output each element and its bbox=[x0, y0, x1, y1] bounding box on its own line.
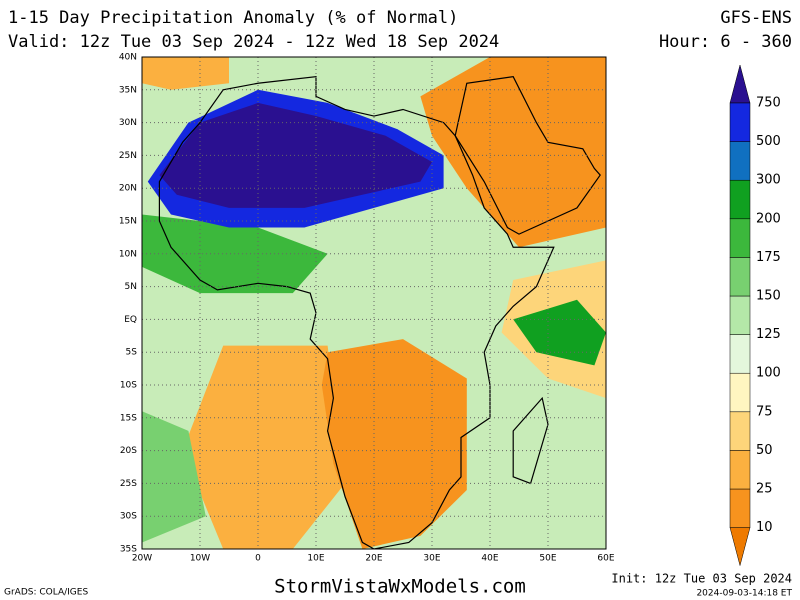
colorbar-label: 125 bbox=[756, 327, 781, 342]
colorbar-box bbox=[729, 257, 751, 297]
lon-label: 10W bbox=[190, 554, 210, 564]
colorbar-box bbox=[729, 450, 751, 490]
colorbar-label: 100 bbox=[756, 366, 781, 381]
lat-label: 10N bbox=[119, 249, 137, 259]
lat-label: 30S bbox=[120, 512, 137, 522]
colorbar-label: 500 bbox=[756, 134, 781, 149]
model: GFS-ENS bbox=[720, 8, 792, 28]
colorbar-label: 50 bbox=[756, 443, 773, 458]
colorbar-box bbox=[729, 411, 751, 451]
lat-label: 5S bbox=[126, 348, 138, 358]
field-patch bbox=[513, 299, 606, 366]
colorbar-box bbox=[729, 488, 751, 528]
lon-label: 30E bbox=[423, 554, 440, 564]
colorbar-box bbox=[729, 218, 751, 258]
lon-label: 40E bbox=[481, 554, 498, 564]
site: StormVistaWxModels.com bbox=[274, 576, 526, 598]
lat-label: 10S bbox=[120, 381, 137, 391]
colorbar-box bbox=[729, 295, 751, 335]
lat-label: 40N bbox=[119, 53, 137, 63]
lat-label: 20S bbox=[120, 446, 137, 456]
colorbar-box bbox=[729, 102, 751, 142]
colorbar-box bbox=[729, 334, 751, 374]
lat-label: 15S bbox=[120, 413, 137, 423]
lon-label: 10E bbox=[307, 554, 324, 564]
map bbox=[142, 57, 606, 549]
colorbar-label: 75 bbox=[756, 404, 773, 419]
lat-label: 20N bbox=[119, 184, 137, 194]
lat-label: 15N bbox=[119, 217, 137, 227]
coastline bbox=[454, 76, 601, 235]
colorbar-box bbox=[729, 372, 751, 413]
hours: Hour: 6 - 360 bbox=[659, 32, 792, 52]
colorbar-min bbox=[729, 527, 751, 567]
lat-label: 5N bbox=[125, 282, 137, 292]
field-patch bbox=[420, 57, 606, 248]
colorbar-label: 25 bbox=[756, 482, 773, 497]
lon-label: 20E bbox=[365, 554, 382, 564]
colorbar-max bbox=[729, 64, 751, 104]
lat-label: 25S bbox=[120, 479, 137, 489]
valid-time: Valid: 12z Tue 03 Sep 2024 - 12z Wed 18 … bbox=[8, 32, 499, 52]
colorbar-label: 150 bbox=[756, 289, 781, 304]
field-patch bbox=[182, 345, 345, 549]
colorbar-box bbox=[729, 179, 751, 220]
colorbar-box bbox=[729, 141, 751, 181]
lat-label: 25N bbox=[119, 151, 137, 161]
init: Init: 12z Tue 03 Sep 2024 bbox=[611, 572, 792, 586]
field-patch bbox=[321, 339, 467, 549]
stamp: 2024-09-03-14:18 ET bbox=[696, 589, 792, 599]
lat-label: 30N bbox=[119, 118, 137, 128]
grads: GrADS: COLA/IGES bbox=[4, 588, 88, 598]
lat-label: EQ bbox=[124, 315, 137, 325]
lat-label: 35N bbox=[119, 85, 137, 95]
colorbar-label: 175 bbox=[756, 250, 781, 265]
colorbar-label: 200 bbox=[756, 211, 781, 226]
lon-label: 60E bbox=[597, 554, 614, 564]
colorbar-label: 300 bbox=[756, 173, 781, 188]
field-patch bbox=[142, 411, 206, 543]
field-patch bbox=[159, 102, 432, 208]
title: 1-15 Day Precipitation Anomaly (% of Nor… bbox=[8, 8, 458, 28]
lon-label: 20W bbox=[132, 554, 152, 564]
lon-label: 0 bbox=[255, 554, 261, 564]
field-patch bbox=[142, 57, 229, 90]
colorbar-label: 750 bbox=[756, 96, 781, 111]
lon-label: 50E bbox=[539, 554, 556, 564]
map-frame bbox=[141, 56, 607, 550]
lat-label: 35S bbox=[120, 545, 137, 555]
coastline bbox=[512, 396, 549, 485]
colorbar-label: 10 bbox=[756, 520, 773, 535]
